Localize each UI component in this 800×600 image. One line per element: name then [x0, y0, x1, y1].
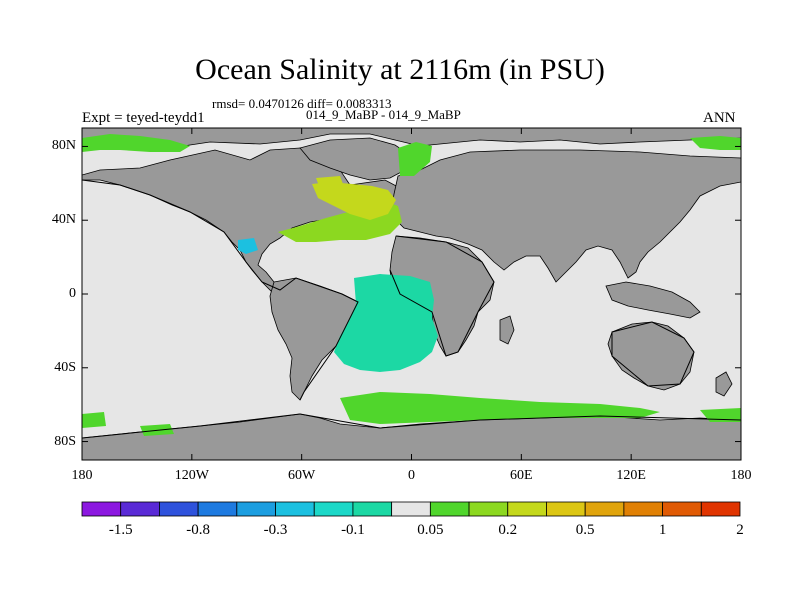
lon-tick-label: 60E	[510, 468, 533, 483]
arctic-anomaly-west	[82, 134, 190, 152]
plot-title: Ocean Salinity at 2116m (in PSU)	[195, 53, 605, 86]
caribbean-anomaly	[238, 238, 258, 254]
colorbar-swatch	[700, 501, 741, 517]
lat-tick-label: 80S	[54, 433, 76, 449]
season-label: ANN	[703, 110, 736, 126]
colorbar-swatch	[623, 501, 663, 517]
southern-ocean-anomaly-east	[700, 408, 741, 422]
colorbar-swatch	[197, 501, 238, 517]
colorbar-swatch	[546, 501, 586, 517]
colorbar-swatch	[313, 501, 354, 517]
madagascar-land	[499, 315, 515, 345]
lat-tick-label: 40N	[51, 212, 76, 228]
lon-tick-label: 180	[730, 468, 752, 483]
colorbar-label: 0.05	[417, 522, 444, 538]
colorbar	[81, 501, 741, 517]
stats-line: rmsd= 0.0470126 diff= 0.0083313	[212, 96, 392, 111]
colorbar-swatch	[662, 501, 702, 517]
colorbar-label: -0.3	[263, 522, 288, 538]
colorbar-label: 2	[736, 522, 744, 538]
lat-tick-label: 40S	[54, 359, 76, 375]
axis-ticks	[81, 128, 742, 460]
colorbar-swatch	[81, 501, 122, 517]
lon-tick-label: 60W	[288, 468, 316, 483]
colorbar-swatch	[236, 501, 276, 517]
arctic-anomaly-east	[690, 136, 741, 150]
new-zealand-land	[715, 371, 733, 397]
colorbar-label: -0.8	[186, 522, 210, 538]
colorbar-swatch	[468, 501, 509, 517]
colorbar-swatch	[429, 501, 470, 517]
colorbar-swatch	[120, 501, 160, 517]
lon-tick-label: 180	[71, 468, 93, 483]
greenland-land	[299, 137, 411, 181]
lon-tick-label: 120E	[616, 468, 646, 483]
colorbar-swatch	[352, 501, 393, 517]
south-atlantic-anomaly	[334, 274, 438, 372]
colorbar-label: 1	[658, 522, 667, 538]
maritime-asia-land	[605, 281, 701, 319]
eurasia-land	[391, 149, 741, 283]
colorbar-label: 0.5	[575, 522, 595, 538]
lat-tick-label: 80N	[51, 138, 76, 154]
labrador-anomaly	[316, 176, 346, 194]
arctic-anomaly-central	[398, 142, 432, 176]
colorbar-swatch	[507, 501, 547, 517]
period-line: 014_9_MaBP - 014_9_MaBP	[306, 107, 461, 122]
colorbar-label: -1.5	[108, 522, 133, 538]
coastlines	[82, 179, 741, 439]
colorbar-swatch	[584, 501, 625, 517]
experiment-label: Expt = teyed-teydd1	[82, 110, 205, 126]
colorbar-label: -0.1	[341, 522, 365, 538]
colorbar-swatch	[275, 501, 315, 517]
colorbar-label: 0.2	[498, 522, 518, 538]
lon-tick-label: 0	[408, 468, 415, 483]
salinity-anomaly-fills	[82, 134, 741, 436]
southern-ocean-anomaly-west	[82, 412, 106, 428]
colorbar-swatch	[391, 501, 431, 517]
lon-tick-label: 120W	[174, 468, 209, 483]
southern-ocean-anomaly	[340, 392, 660, 424]
colorbar-swatch	[159, 501, 199, 517]
lat-tick-label: 0	[69, 286, 76, 301]
